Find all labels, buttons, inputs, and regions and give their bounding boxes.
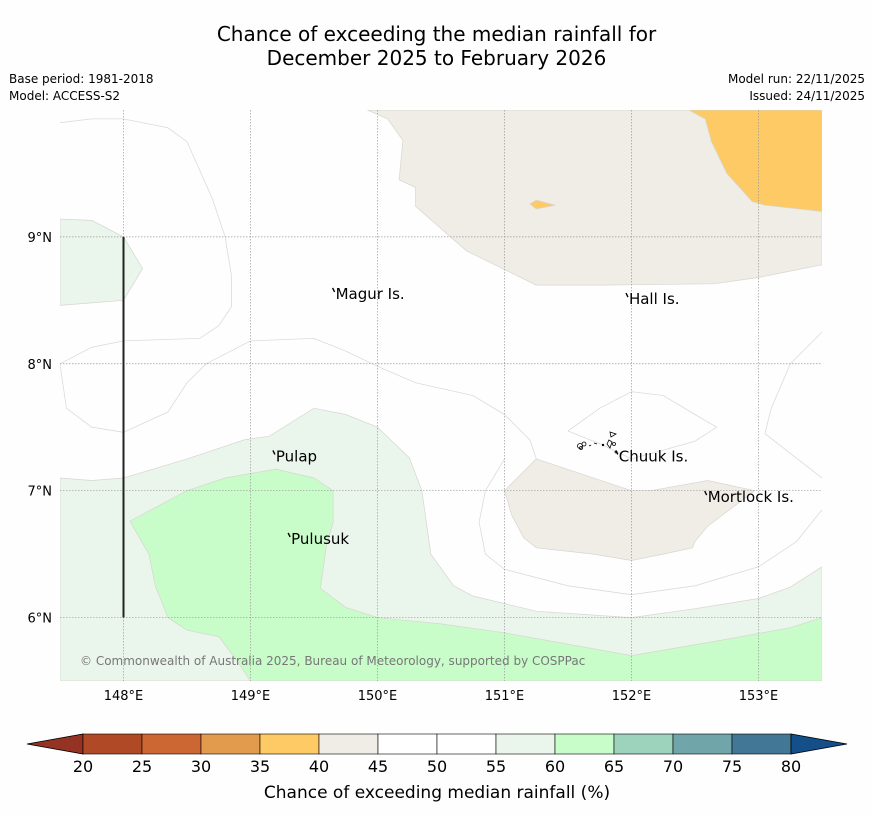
lon-tick-label: 148°E — [104, 689, 144, 704]
probability-regions — [60, 110, 822, 681]
island-marker — [287, 532, 291, 538]
region-55-60-0 — [60, 218, 144, 306]
colorbar-bin — [82, 733, 143, 755]
colorbar-label: Chance of exceeding median rainfall (%) — [264, 783, 610, 803]
meta-left: Base period: 1981-2018 Model: ACCESS-S2 — [9, 71, 154, 105]
island-marker — [331, 287, 336, 293]
chart-title: Chance of exceeding the median rainfall … — [0, 22, 873, 70]
colorbar-tick-label: 25 — [132, 757, 152, 776]
place-label: Pulusuk — [291, 530, 349, 548]
colorbar-tick-label: 70 — [663, 757, 683, 776]
colorbar-bin — [613, 733, 674, 755]
colorbar: 20 25 30 35 40 45 50 55 60 65 70 75 80 Chance of exc… — [26, 733, 848, 803]
place-label: Pulap — [276, 447, 317, 465]
lat-tick-label: 7°N — [28, 485, 53, 500]
contour-line-0 — [60, 118, 537, 460]
region-35-40-0 — [688, 110, 822, 212]
colorbar-tick-label: 75 — [722, 757, 742, 776]
lon-tick-label: 153°E — [739, 689, 779, 704]
island-marker — [625, 292, 629, 298]
colorbar-bin — [436, 733, 497, 755]
place-labels: Magur Is. Hall Is. Pulap Pulusuk Chuuk Is. Mo… — [272, 285, 794, 548]
axis-labels: 148°E 149°E 150°E 151°E 152°E 153°E 9°N 8°N 7°N 6… — [28, 231, 779, 704]
title-line-2: December 2025 to February 2026 — [266, 46, 607, 70]
model-run: Model run: 22/11/2025 — [727, 72, 865, 86]
colorbar-tick-label: 55 — [486, 757, 506, 776]
lat-tick-label: 9°N — [28, 231, 53, 246]
colorbar-bin — [318, 733, 379, 755]
colorbar-extend-high — [790, 733, 848, 755]
model-name: Model: ACCESS-S2 — [9, 89, 121, 103]
lon-tick-label: 151°E — [485, 689, 525, 704]
region-60-65-0 — [129, 468, 822, 681]
island-marker — [272, 450, 276, 455]
colorbar-tick-label: 80 — [781, 757, 801, 776]
region-35-40-1 — [529, 199, 556, 210]
colorbar-ticks: 20 25 30 35 40 45 50 55 60 65 70 75 80 — [73, 757, 801, 776]
issued-date: Issued: 24/11/2025 — [749, 89, 865, 103]
colorbar-bin — [200, 733, 261, 755]
colorbar-tick-label: 60 — [545, 757, 565, 776]
colorbar-tick-label: 65 — [604, 757, 624, 776]
colorbar-tick-label: 20 — [73, 757, 93, 776]
colorbar-bin — [731, 733, 792, 755]
colorbar-extend-low — [26, 733, 84, 755]
colorbar-tick-label: 45 — [368, 757, 388, 776]
region-40-45-1 — [504, 458, 756, 561]
place-label: Hall Is. — [629, 290, 680, 308]
lon-tick-label: 150°E — [358, 689, 398, 704]
meta-right: Model run: 22/11/2025 Issued: 24/11/2025 — [728, 71, 865, 105]
lat-tick-label: 6°N — [28, 612, 53, 627]
colorbar-bin — [554, 733, 615, 755]
contour-line-3 — [478, 458, 822, 596]
place-label: Mortlock Is. — [708, 488, 794, 506]
colorbar-bin — [259, 733, 320, 755]
island-marker — [704, 490, 708, 496]
lon-tick-label: 149°E — [231, 689, 271, 704]
lat-tick-label: 8°N — [28, 358, 53, 373]
title-line-1: Chance of exceeding the median rainfall … — [216, 22, 657, 46]
colorbar-bins — [26, 733, 848, 755]
base-period: Base period: 1981-2018 — [9, 72, 154, 86]
lon-tick-label: 152°E — [612, 689, 652, 704]
colorbar-tick-label: 40 — [309, 757, 329, 776]
place-label: Magur Is. — [336, 285, 405, 303]
island-marker — [615, 450, 619, 455]
colorbar-tick-label: 30 — [191, 757, 211, 776]
colorbar-bin — [141, 733, 202, 755]
copyright-text: © Commonwealth of Australia 2025, Bureau… — [80, 654, 585, 668]
colorbar-bin — [495, 733, 556, 755]
chuuk-islands-outline — [577, 431, 618, 454]
graticule — [60, 110, 822, 681]
region-40-45-0 — [367, 110, 822, 286]
colorbar-bin — [672, 733, 733, 755]
map-plot: Magur Is. Hall Is. Pulap Pulusuk Chuuk Is. Mo… — [28, 110, 822, 704]
contour-line-2 — [764, 331, 822, 479]
colorbar-bin — [377, 733, 438, 755]
colorbar-tick-label: 50 — [427, 757, 447, 776]
place-label: Chuuk Is. — [619, 447, 688, 465]
colorbar-tick-label: 35 — [250, 757, 270, 776]
